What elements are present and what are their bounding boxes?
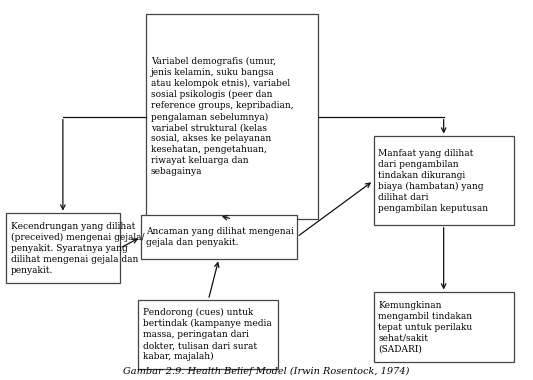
FancyBboxPatch shape [374,136,514,225]
Text: Pendorong (cues) untuk
bertindak (kampanye media
massa, peringatan dari
dokter, : Pendorong (cues) untuk bertindak (kampan… [143,308,272,361]
FancyBboxPatch shape [6,214,120,283]
Text: Kemungkinan
mengambil tindakan
tepat untuk perilaku
sehat/sakit
(SADARI): Kemungkinan mengambil tindakan tepat unt… [378,301,473,354]
FancyBboxPatch shape [141,215,297,258]
FancyBboxPatch shape [374,293,514,362]
Text: Ancaman yang dilihat mengenai
gejala dan penyakit.: Ancaman yang dilihat mengenai gejala dan… [146,227,294,247]
FancyBboxPatch shape [146,14,318,219]
FancyBboxPatch shape [138,300,278,369]
Text: Gambar 2.9. Health Belief Model (Irwin Rosentock, 1974): Gambar 2.9. Health Belief Model (Irwin R… [123,367,410,376]
Text: Manfaat yang dilihat
dari pengambilan
tindakan dikurangi
biaya (hambatan) yang
d: Manfaat yang dilihat dari pengambilan ti… [378,149,488,212]
Text: Kecendrungan yang dilihat
(preceived) mengenai gejala/
penyakit. Syaratnya yang
: Kecendrungan yang dilihat (preceived) me… [11,222,144,275]
Text: Variabel demografis (umur,
jenis kelamin, suku bangsa
atau kelompok etnis), vari: Variabel demografis (umur, jenis kelamin… [151,57,294,176]
